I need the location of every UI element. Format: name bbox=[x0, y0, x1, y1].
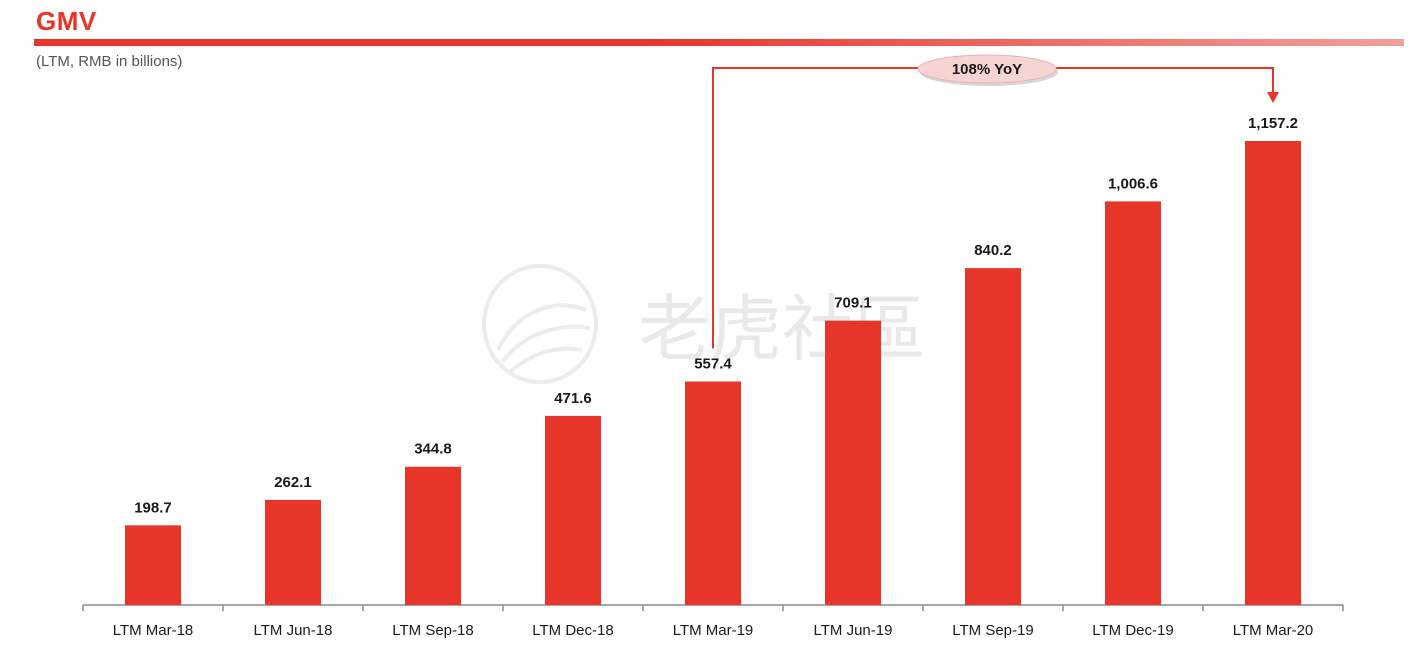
yoy-pill bbox=[917, 54, 1057, 84]
x-tick-label: LTM Sep-18 bbox=[392, 622, 473, 639]
data-label: 471.6 bbox=[554, 390, 592, 407]
x-tick-label: LTM Jun-18 bbox=[254, 622, 333, 639]
bar bbox=[1245, 141, 1301, 605]
data-label: 557.4 bbox=[694, 356, 732, 373]
title-underline bbox=[34, 39, 1404, 46]
bar bbox=[545, 415, 601, 605]
bar bbox=[1105, 201, 1161, 606]
x-tick-label: LTM Dec-19 bbox=[1092, 622, 1173, 639]
bar bbox=[405, 466, 461, 605]
data-label: 709.1 bbox=[834, 295, 872, 312]
data-label: 198.7 bbox=[134, 499, 172, 516]
x-tick-label: LTM Jun-19 bbox=[814, 622, 893, 639]
data-label: 344.8 bbox=[414, 441, 452, 458]
x-tick-label: LTM Mar-18 bbox=[113, 622, 194, 639]
tiger-logo-icon bbox=[482, 264, 598, 384]
data-label: 1,157.2 bbox=[1248, 115, 1298, 132]
bar bbox=[265, 499, 321, 605]
x-tick-label: LTM Sep-19 bbox=[952, 622, 1033, 639]
x-tick-label: LTM Dec-18 bbox=[532, 622, 613, 639]
chart-subtitle: (LTM, RMB in billions) bbox=[36, 53, 183, 70]
chart-title: GMV bbox=[36, 6, 97, 36]
yoy-label: 108% YoY bbox=[952, 61, 1022, 78]
bar bbox=[825, 320, 881, 605]
bar bbox=[125, 525, 181, 605]
bar bbox=[685, 381, 741, 605]
data-label: 1,006.6 bbox=[1108, 175, 1158, 192]
x-tick-label: LTM Mar-19 bbox=[673, 622, 754, 639]
data-label: 840.2 bbox=[974, 242, 1012, 259]
bar bbox=[965, 268, 1021, 605]
yoy-arrow-head bbox=[1267, 92, 1279, 103]
x-tick-label: LTM Mar-20 bbox=[1233, 622, 1314, 639]
data-label: 262.1 bbox=[274, 474, 312, 491]
